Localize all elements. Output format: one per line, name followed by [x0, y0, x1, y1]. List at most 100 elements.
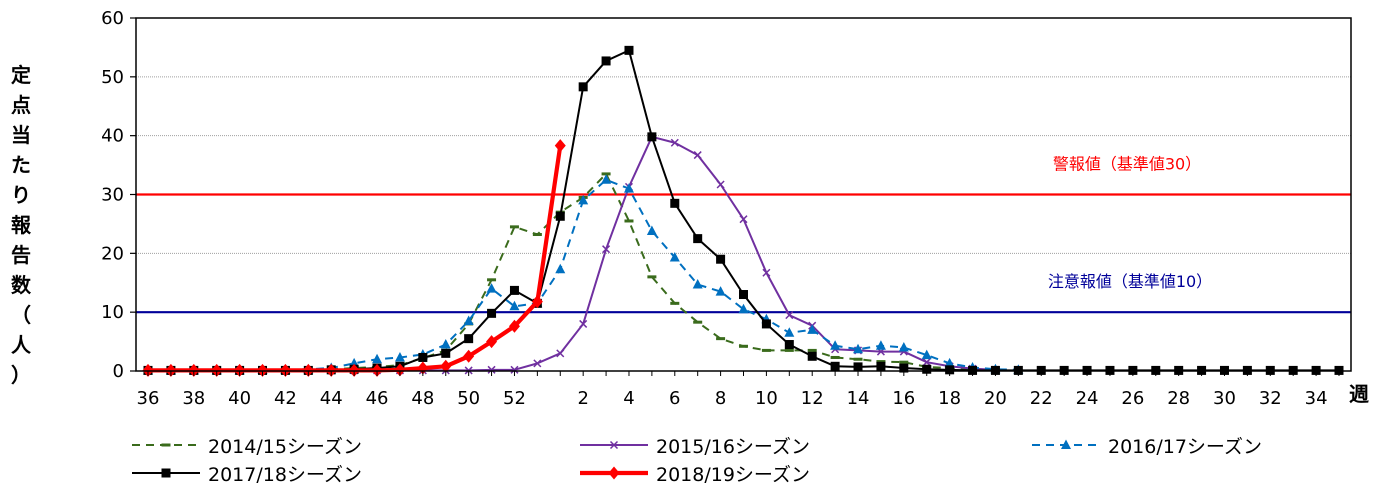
legend-item: 2014/15シーズン — [130, 432, 362, 458]
data-point — [899, 360, 909, 364]
series-0 — [143, 172, 1000, 372]
data-point — [739, 290, 748, 300]
y-axis-label-char: り — [11, 183, 31, 207]
data-point — [784, 340, 794, 350]
y-axis-label-char: 当 — [11, 123, 31, 147]
data-point — [509, 300, 520, 311]
series-4 — [142, 139, 566, 377]
data-point — [372, 353, 383, 364]
data-point — [623, 183, 634, 193]
legend-swatch-marker — [1061, 439, 1071, 449]
x-tick-label: 28 — [1167, 388, 1190, 409]
data-point — [945, 365, 955, 375]
x-tick-label: 24 — [1076, 388, 1099, 409]
x-tick-label: 46 — [366, 388, 389, 409]
x-tick-label: 4 — [623, 388, 634, 409]
x-tick-label: 42 — [274, 388, 297, 409]
data-point — [875, 340, 886, 350]
y-axis-label-char: 報 — [11, 213, 31, 237]
data-point — [670, 198, 680, 208]
reference-lines: 警報値（基準値30） 注意報値（基準値10） — [136, 155, 1351, 314]
data-point — [830, 361, 840, 371]
series-line — [148, 172, 996, 372]
data-point — [487, 278, 497, 282]
x-tick-label: 52 — [503, 388, 526, 409]
legend-item: 2017/18シーズン — [130, 460, 362, 486]
y-axis-label-char: 点 — [11, 93, 31, 117]
series-line — [148, 49, 1339, 372]
series-line — [148, 145, 563, 373]
legend-swatch — [580, 440, 648, 450]
data-point — [693, 151, 702, 160]
data-point — [624, 219, 634, 223]
data-point — [532, 233, 542, 237]
data-point — [441, 348, 451, 358]
data-point — [715, 286, 726, 296]
legend-swatch — [1032, 439, 1100, 449]
data-point — [692, 279, 703, 289]
data-point — [601, 172, 611, 176]
data-point — [531, 295, 543, 309]
data-point — [555, 211, 565, 221]
y-tick-label: 50 — [101, 67, 124, 88]
x-tick-label: 8 — [715, 388, 726, 409]
data-point — [533, 359, 542, 368]
reference-line-label: 警報値（基準値30） — [1053, 155, 1201, 174]
data-point — [761, 319, 771, 329]
data-point — [440, 339, 451, 349]
data-point — [509, 285, 519, 295]
data-point — [647, 132, 657, 142]
data-point — [578, 194, 589, 205]
legend-label: 2017/18シーズン — [208, 463, 362, 486]
legend: 2014/15シーズン 2015/16シーズン 2016/17シーズン 2017/18… — [130, 432, 1380, 492]
data-point — [487, 308, 497, 318]
data-point — [418, 352, 428, 362]
legend-swatch — [132, 468, 200, 478]
y-axis-label-char: 人 — [11, 333, 31, 357]
legend-swatch-marker — [609, 440, 619, 450]
data-point — [716, 254, 726, 264]
legend-swatch — [132, 443, 200, 447]
data-point — [853, 343, 864, 354]
x-tick-label: 18 — [938, 388, 961, 409]
x-tick-label: 2 — [577, 388, 588, 409]
legend-swatch-marker — [161, 443, 171, 447]
data-point — [394, 363, 406, 377]
data-point — [784, 327, 795, 337]
series-layer — [142, 45, 1344, 377]
x-tick-label: 34 — [1305, 388, 1328, 409]
data-point — [716, 180, 725, 189]
data-point — [601, 174, 612, 184]
x-tick-label: 48 — [411, 388, 434, 409]
legend-swatch-marker — [608, 466, 620, 480]
legend-item: 2015/16シーズン — [578, 432, 810, 458]
series-3 — [143, 45, 1344, 375]
data-point — [716, 337, 726, 341]
data-point — [487, 365, 496, 374]
data-point — [807, 348, 817, 352]
data-point — [647, 275, 657, 279]
data-point — [898, 341, 909, 352]
data-point — [739, 344, 748, 348]
data-point — [944, 357, 955, 368]
data-point — [646, 225, 657, 235]
y-axis-label-char: 数 — [11, 273, 31, 297]
data-point — [830, 355, 840, 359]
y-tick-label: 10 — [101, 302, 124, 323]
data-point — [602, 245, 611, 254]
legend-label: 2016/17シーズン — [1108, 435, 1262, 458]
x-tick-label: 16 — [892, 388, 915, 409]
x-tick-label: 50 — [457, 388, 480, 409]
legend-item: 2018/19シーズン — [578, 460, 810, 486]
data-point — [807, 324, 818, 334]
y-axis-label-char: 定 — [11, 63, 31, 87]
legend-label: 2018/19シーズン — [656, 463, 810, 486]
data-point — [738, 303, 749, 314]
data-point — [486, 335, 498, 349]
x-tick-label: 20 — [984, 388, 1007, 409]
data-point — [693, 234, 703, 244]
data-point — [739, 215, 748, 224]
y-tick-label: 0 — [113, 361, 124, 382]
data-point — [670, 138, 679, 147]
y-tick-label: 40 — [101, 126, 124, 147]
